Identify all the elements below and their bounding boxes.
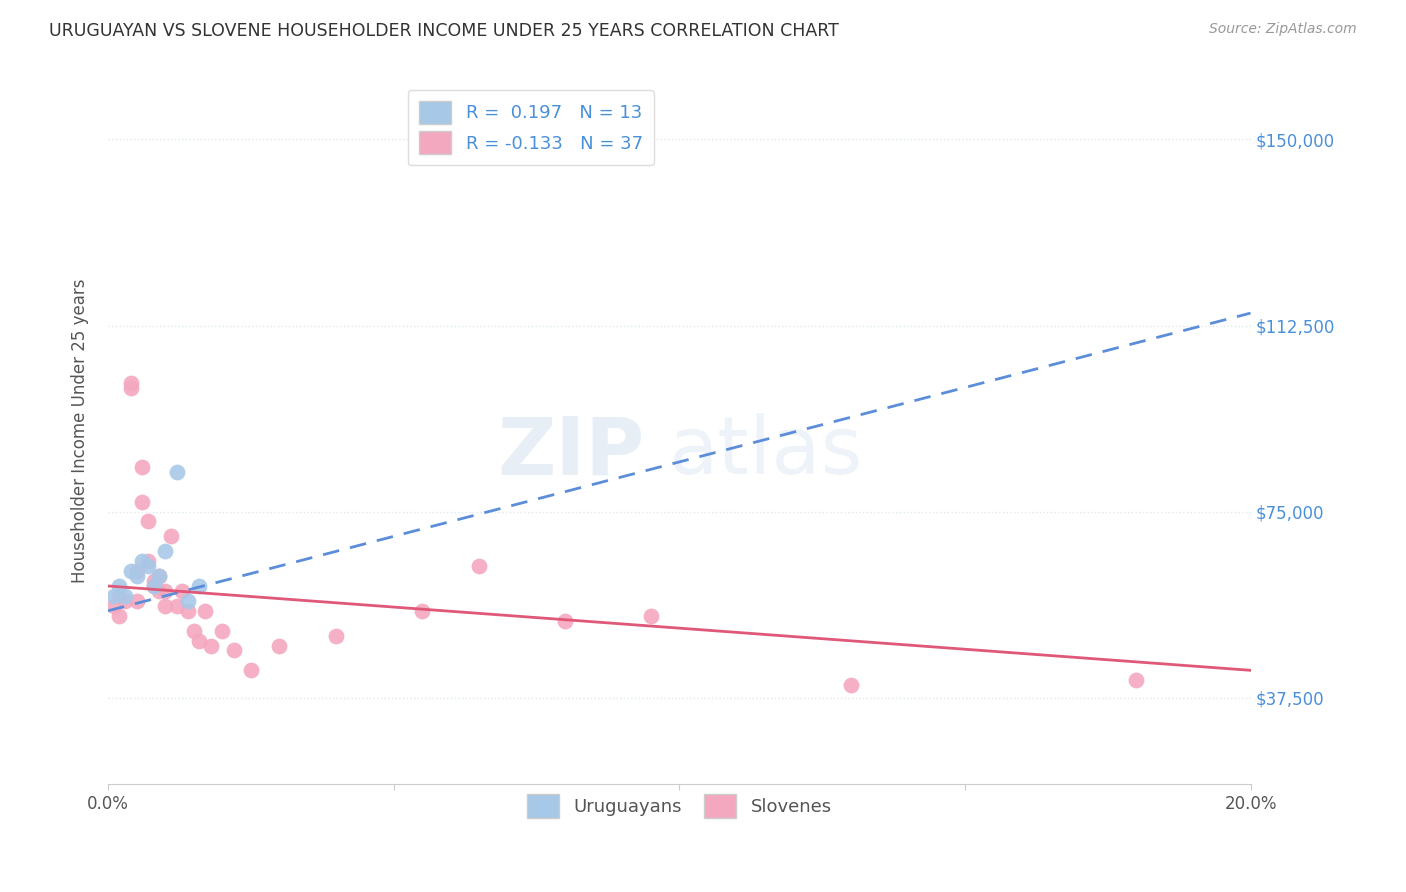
Point bbox=[125, 569, 148, 583]
Point bbox=[166, 465, 188, 479]
Point bbox=[160, 529, 183, 543]
Point bbox=[148, 569, 170, 583]
Point bbox=[136, 554, 159, 568]
Point bbox=[325, 629, 347, 643]
Point bbox=[103, 589, 125, 603]
Point bbox=[114, 594, 136, 608]
Point bbox=[200, 639, 222, 653]
Point bbox=[136, 515, 159, 529]
Point bbox=[120, 380, 142, 394]
Point bbox=[148, 583, 170, 598]
Legend: Uruguayans, Slovenes: Uruguayans, Slovenes bbox=[519, 788, 839, 825]
Point bbox=[211, 624, 233, 638]
Point bbox=[142, 579, 165, 593]
Point bbox=[172, 583, 194, 598]
Point bbox=[166, 599, 188, 613]
Point bbox=[120, 376, 142, 390]
Point bbox=[153, 599, 176, 613]
Point bbox=[188, 633, 211, 648]
Point bbox=[411, 604, 433, 618]
Point bbox=[131, 554, 153, 568]
Point bbox=[153, 583, 176, 598]
Point bbox=[554, 614, 576, 628]
Point bbox=[640, 608, 662, 623]
Point bbox=[153, 544, 176, 558]
Text: atlas: atlas bbox=[668, 413, 862, 491]
Point bbox=[839, 678, 862, 692]
Point bbox=[114, 589, 136, 603]
Text: ZIP: ZIP bbox=[498, 413, 645, 491]
Point bbox=[222, 643, 245, 657]
Point bbox=[194, 604, 217, 618]
Point bbox=[1125, 673, 1147, 688]
Point bbox=[269, 639, 291, 653]
Point bbox=[177, 604, 200, 618]
Y-axis label: Householder Income Under 25 years: Householder Income Under 25 years bbox=[72, 278, 89, 583]
Point bbox=[125, 564, 148, 578]
Text: Source: ZipAtlas.com: Source: ZipAtlas.com bbox=[1209, 22, 1357, 37]
Point bbox=[183, 624, 205, 638]
Point bbox=[103, 599, 125, 613]
Point bbox=[188, 579, 211, 593]
Point bbox=[148, 569, 170, 583]
Point bbox=[131, 459, 153, 474]
Point bbox=[131, 494, 153, 508]
Point bbox=[136, 559, 159, 574]
Text: URUGUAYAN VS SLOVENE HOUSEHOLDER INCOME UNDER 25 YEARS CORRELATION CHART: URUGUAYAN VS SLOVENE HOUSEHOLDER INCOME … bbox=[49, 22, 839, 40]
Point bbox=[142, 574, 165, 588]
Point bbox=[108, 608, 131, 623]
Point bbox=[468, 559, 491, 574]
Point bbox=[177, 594, 200, 608]
Point bbox=[120, 564, 142, 578]
Point bbox=[125, 594, 148, 608]
Point bbox=[108, 589, 131, 603]
Point bbox=[108, 579, 131, 593]
Point bbox=[239, 663, 262, 677]
Point bbox=[142, 579, 165, 593]
